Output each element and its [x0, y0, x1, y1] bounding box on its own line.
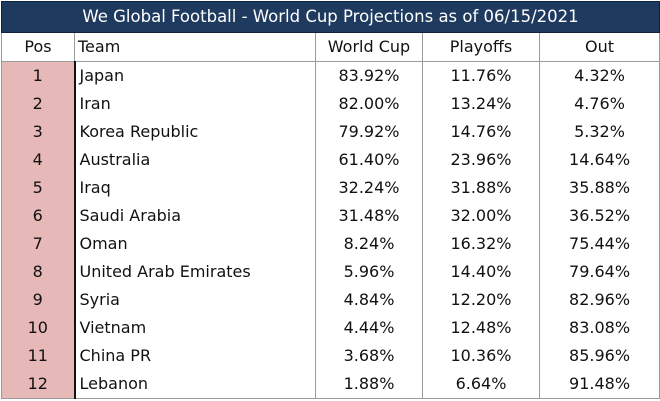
table-row: 7 Oman 8.24% 16.32% 75.44% — [1, 230, 660, 258]
out-cell: 85.96% — [538, 342, 660, 370]
world-cup-cell: 83.92% — [315, 61, 423, 90]
playoffs-cell: 10.36% — [422, 342, 540, 370]
pos-cell: 12 — [1, 370, 75, 399]
pos-cell: 2 — [1, 90, 75, 118]
team-cell: Saudi Arabia — [73, 202, 316, 230]
table-row: 8 United Arab Emirates 5.96% 14.40% 79.6… — [1, 258, 660, 286]
out-cell: 4.76% — [538, 90, 660, 118]
world-cup-cell: 8.24% — [315, 230, 423, 258]
playoffs-cell: 23.96% — [422, 146, 540, 174]
pos-cell: 5 — [1, 174, 75, 202]
pos-cell: 9 — [1, 286, 75, 314]
pos-cell: 8 — [1, 258, 75, 286]
out-cell: 4.32% — [538, 61, 660, 90]
world-cup-cell: 1.88% — [315, 370, 423, 399]
playoffs-cell: 32.00% — [422, 202, 540, 230]
world-cup-cell: 4.44% — [315, 314, 423, 342]
header-row: Pos Team World Cup Playoffs Out — [1, 32, 660, 62]
playoffs-cell: 11.76% — [422, 61, 540, 90]
playoffs-cell: 31.88% — [422, 174, 540, 202]
out-cell: 83.08% — [538, 314, 660, 342]
world-cup-cell: 79.92% — [315, 118, 423, 146]
out-cell: 14.64% — [538, 146, 660, 174]
playoffs-cell: 12.48% — [422, 314, 540, 342]
col-header-out: Out — [538, 32, 660, 62]
table-row: 11 China PR 3.68% 10.36% 85.96% — [1, 342, 660, 370]
table-row: 12 Lebanon 1.88% 6.64% 91.48% — [1, 370, 660, 399]
pos-cell: 7 — [1, 230, 75, 258]
title-row: We Global Football - World Cup Projectio… — [0, 1, 660, 33]
world-cup-cell: 3.68% — [315, 342, 423, 370]
team-cell: Japan — [73, 61, 316, 90]
pos-cell: 11 — [1, 342, 75, 370]
world-cup-cell: 32.24% — [315, 174, 423, 202]
playoffs-cell: 14.40% — [422, 258, 540, 286]
world-cup-cell: 31.48% — [315, 202, 423, 230]
out-cell: 91.48% — [538, 370, 660, 399]
team-cell: United Arab Emirates — [73, 258, 316, 286]
table-body: 1 Japan 83.92% 11.76% 4.32% 2 Iran 82.00… — [1, 61, 660, 399]
col-header-pos: Pos — [1, 32, 75, 62]
table-title: We Global Football - World Cup Projectio… — [0, 1, 660, 33]
world-cup-cell: 4.84% — [315, 286, 423, 314]
playoffs-cell: 12.20% — [422, 286, 540, 314]
col-header-team: Team — [74, 32, 316, 62]
world-cup-cell: 61.40% — [315, 146, 423, 174]
team-cell: Syria — [73, 286, 316, 314]
out-cell: 82.96% — [538, 286, 660, 314]
table-row: 10 Vietnam 4.44% 12.48% 83.08% — [1, 314, 660, 342]
out-cell: 35.88% — [538, 174, 660, 202]
world-cup-cell: 82.00% — [315, 90, 423, 118]
table-row: 9 Syria 4.84% 12.20% 82.96% — [1, 286, 660, 314]
playoffs-cell: 16.32% — [422, 230, 540, 258]
team-cell: China PR — [73, 342, 316, 370]
out-cell: 75.44% — [538, 230, 660, 258]
pos-cell: 3 — [1, 118, 75, 146]
col-header-playoffs: Playoffs — [422, 32, 540, 62]
team-cell: Iran — [73, 90, 316, 118]
team-cell: Australia — [73, 146, 316, 174]
team-cell: Korea Republic — [73, 118, 316, 146]
col-header-world-cup: World Cup — [315, 32, 423, 62]
out-cell: 36.52% — [538, 202, 660, 230]
out-cell: 5.32% — [538, 118, 660, 146]
playoffs-cell: 6.64% — [422, 370, 540, 399]
table-row: 5 Iraq 32.24% 31.88% 35.88% — [1, 174, 660, 202]
table-row: 1 Japan 83.92% 11.76% 4.32% — [1, 61, 660, 90]
team-cell: Oman — [73, 230, 316, 258]
table-row: 4 Australia 61.40% 23.96% 14.64% — [1, 146, 660, 174]
playoffs-cell: 14.76% — [422, 118, 540, 146]
team-cell: Lebanon — [73, 370, 316, 399]
pos-cell: 4 — [1, 146, 75, 174]
table-row: 6 Saudi Arabia 31.48% 32.00% 36.52% — [1, 202, 660, 230]
out-cell: 79.64% — [538, 258, 660, 286]
table-row: 2 Iran 82.00% 13.24% 4.76% — [1, 90, 660, 118]
team-cell: Vietnam — [73, 314, 316, 342]
pos-cell: 10 — [1, 314, 75, 342]
playoffs-cell: 13.24% — [422, 90, 540, 118]
world-cup-cell: 5.96% — [315, 258, 423, 286]
pos-cell: 6 — [1, 202, 75, 230]
table-row: 3 Korea Republic 79.92% 14.76% 5.32% — [1, 118, 660, 146]
pos-cell: 1 — [1, 61, 75, 90]
team-cell: Iraq — [73, 174, 316, 202]
